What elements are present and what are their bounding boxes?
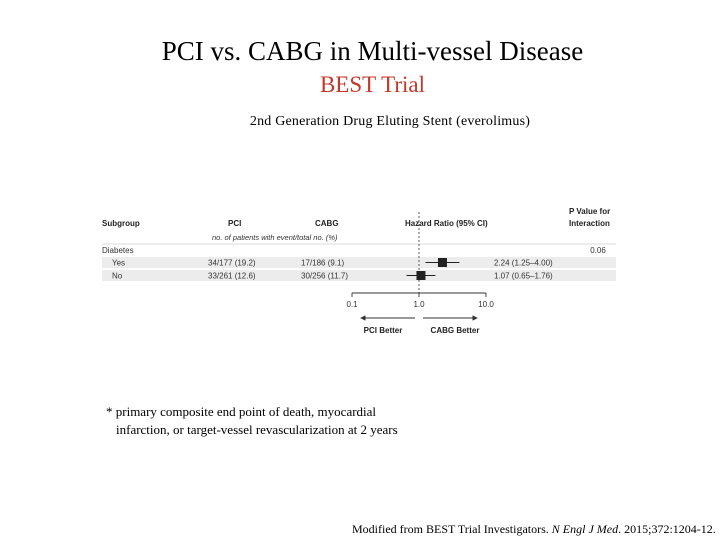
row-hr-text: 1.07 (0.65–1.76) [494, 272, 553, 281]
x-tick-label: 1.0 [413, 300, 425, 309]
pci-better-label: PCI Better [364, 326, 403, 335]
row-label: Yes [112, 259, 125, 268]
header-pci: PCI [228, 219, 241, 228]
slide-title: PCI vs. CABG in Multi-vessel Disease [161, 36, 584, 66]
citation-prefix: Modified from BEST Trial Investigators. [352, 522, 552, 536]
citation-suffix: . 2015;372:1204-12. [618, 522, 716, 536]
point-estimate-diabetes-yes [437, 258, 447, 267]
x-tick-label: 0.1 [346, 300, 358, 309]
header-subgroup: Subgroup [102, 219, 140, 228]
row-cabg-count: 30/256 (11.7) [301, 272, 348, 281]
footnote-line: * primary composite end point of death, … [106, 404, 377, 419]
header-hazard-ratio: Hazard Ratio (95% CI) [405, 219, 488, 228]
citation: Modified from BEST Trial Investigators. … [352, 522, 716, 537]
slide-subtitle: BEST Trial [319, 72, 426, 97]
row-hr-text: 2.24 (1.25–4.00) [494, 259, 553, 268]
group-label: Diabetes [102, 246, 134, 255]
header-p-value-line2: Interaction [569, 219, 610, 228]
forest-plot-area: 0.1 1.0 10.0 PCI Better CABG Better [346, 212, 494, 335]
row-cabg-count: 17/186 (9.1) [301, 259, 344, 268]
footnote-line: infarction, or target-vessel revasculari… [116, 422, 398, 437]
header-counts-note: no. of patients with event/total no. (%) [212, 233, 338, 242]
citation-journal: N Engl J Med [551, 522, 619, 536]
row-pci-count: 34/177 (19.2) [208, 259, 256, 268]
cabg-better-label: CABG Better [431, 326, 480, 335]
header-cabg: CABG [315, 219, 339, 228]
point-estimate-diabetes-no [416, 271, 426, 280]
x-tick-label: 10.0 [478, 300, 494, 309]
header-p-value-line1: P Value for [569, 207, 610, 216]
row-label: No [112, 272, 123, 281]
row-shade [102, 257, 616, 268]
row-shade [102, 270, 616, 281]
p-interaction-value: 0.06 [590, 246, 606, 255]
footnote: * primary composite end point of death, … [106, 403, 446, 439]
stent-label: 2nd Generation Drug Eluting Stent (evero… [249, 114, 531, 129]
row-pci-count: 33/261 (12.6) [208, 272, 256, 281]
